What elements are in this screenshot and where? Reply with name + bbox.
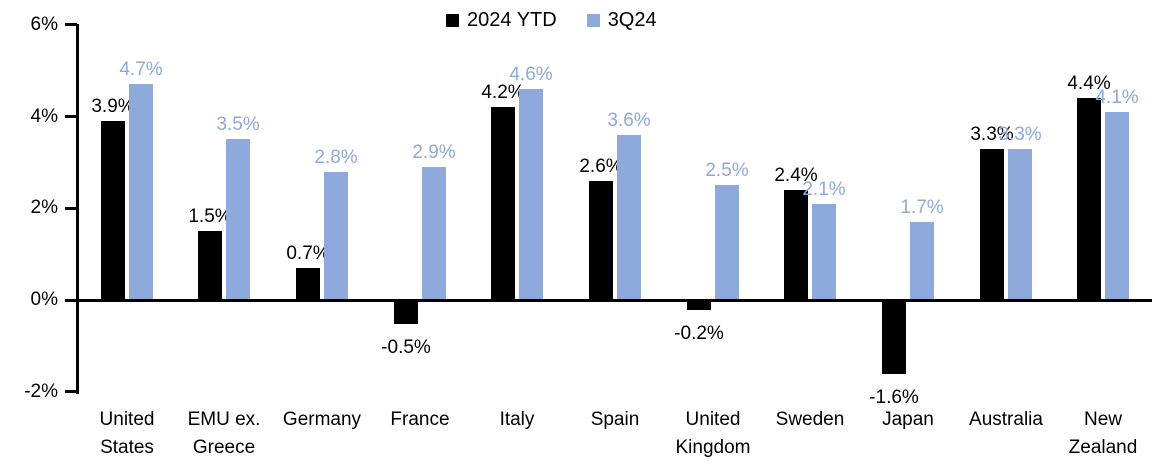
data-label: 2.6%	[579, 156, 623, 177]
y-axis-tick-label: 2%	[30, 197, 58, 218]
bar-series1	[784, 190, 808, 300]
y-axis-tick	[65, 390, 77, 393]
legend: 2024 YTD 3Q24	[446, 9, 657, 32]
data-label: 3.6%	[607, 110, 651, 131]
legend-swatch-icon	[446, 14, 459, 27]
bar-series2	[324, 172, 348, 300]
category-label: Spain	[590, 409, 640, 430]
y-axis-tick-label: -2%	[24, 381, 58, 402]
data-label: 1.7%	[900, 197, 944, 218]
bar-series2	[910, 222, 934, 300]
data-label: 4.4%	[1067, 73, 1111, 94]
x-axis-baseline	[76, 299, 1152, 302]
legend-item: 3Q24	[586, 9, 657, 32]
category-label: New Zealand	[1068, 409, 1138, 458]
bar-series1	[101, 121, 125, 300]
category-label: Sweden	[775, 409, 845, 430]
category-label: Australia	[969, 409, 1043, 430]
data-label: 4.2%	[481, 82, 525, 103]
bar-series2	[129, 84, 153, 300]
data-label: 4.6%	[509, 64, 553, 85]
data-label: 3.3%	[970, 124, 1014, 145]
category-label: EMU ex. Greece	[187, 409, 261, 458]
bar-series1	[980, 149, 1004, 300]
y-axis-tick-label: 6%	[30, 14, 58, 35]
category-label: United Kingdom	[675, 409, 751, 458]
y-axis-tick	[65, 23, 77, 26]
category-label: France	[390, 409, 450, 430]
y-axis-tick-label: 0%	[30, 289, 58, 310]
bar-series1	[589, 181, 613, 300]
bar-series1	[198, 231, 222, 300]
legend-swatch-icon	[586, 14, 600, 27]
y-axis-line	[76, 24, 79, 394]
data-label: 3.5%	[216, 114, 260, 135]
data-label: -0.5%	[381, 337, 431, 358]
data-label: 2.4%	[774, 165, 818, 186]
y-axis-tick	[65, 207, 77, 210]
legend-label: 2024 YTD	[467, 9, 557, 31]
data-label: 1.5%	[188, 206, 232, 227]
data-label: 4.7%	[119, 59, 163, 80]
bar-series1	[296, 268, 320, 300]
bar-series2	[617, 135, 641, 300]
data-label: 3.3%	[998, 124, 1042, 145]
bar-series2	[422, 167, 446, 300]
data-label: 4.1%	[1095, 87, 1139, 108]
data-label: 2.9%	[412, 142, 456, 163]
data-label: 2.8%	[314, 147, 358, 168]
y-axis-tick	[65, 115, 77, 118]
category-label: Germany	[282, 409, 362, 430]
bar-series2	[226, 139, 250, 300]
data-label: 2.5%	[705, 160, 749, 181]
bar-series2	[812, 204, 836, 300]
category-label: United States	[99, 409, 155, 458]
bar-series2	[715, 185, 739, 300]
data-label: 0.7%	[286, 243, 330, 264]
bar-series2	[519, 89, 543, 300]
legend-item: 2024 YTD	[446, 9, 557, 32]
y-axis-tick	[65, 299, 77, 302]
category-label: Italy	[499, 409, 535, 430]
y-axis-tick-label: 4%	[30, 106, 58, 127]
bar-series2	[1105, 112, 1129, 300]
category-label: Japan	[882, 409, 934, 430]
legend-label: 3Q24	[607, 9, 657, 31]
bar-series1	[882, 301, 906, 374]
data-label: 2.1%	[802, 179, 846, 200]
data-label: -0.2%	[674, 323, 724, 344]
bar-series2	[1008, 149, 1032, 300]
bar-series1	[394, 301, 418, 324]
data-label: -1.6%	[869, 387, 919, 408]
bar-series1	[491, 107, 515, 300]
data-label: 3.9%	[91, 96, 135, 117]
bar-series1	[687, 301, 711, 310]
bar-series1	[1077, 98, 1101, 300]
